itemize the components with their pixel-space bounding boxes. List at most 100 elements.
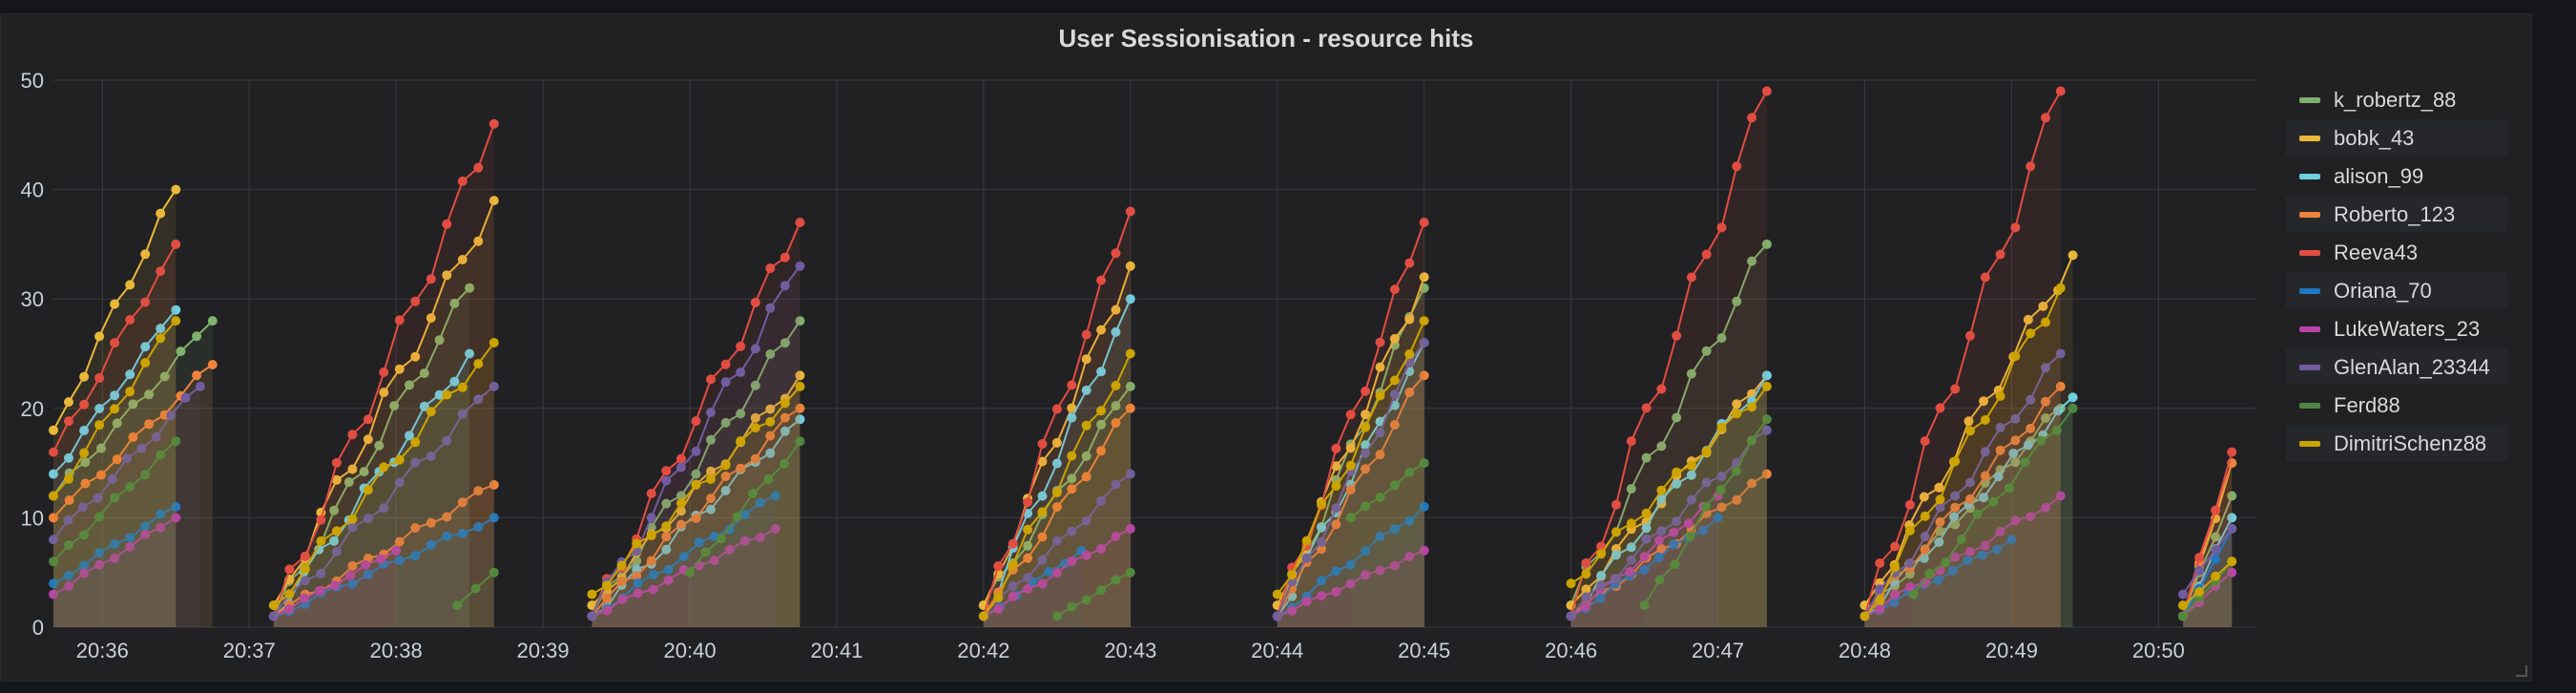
data-point [2227, 567, 2237, 578]
data-point [1023, 524, 1033, 535]
data-point [1067, 451, 1077, 461]
data-point [1419, 545, 1429, 556]
data-point [2038, 301, 2048, 311]
series-area [53, 309, 177, 627]
data-point [1641, 452, 1652, 463]
data-point [2004, 483, 2014, 494]
data-point [2020, 457, 2030, 468]
data-point [171, 184, 181, 195]
series-area [53, 386, 200, 627]
data-point [978, 611, 988, 621]
data-point [2067, 392, 2078, 403]
legend-item[interactable]: alison_99 [2286, 158, 2507, 194]
data-point [77, 502, 88, 513]
data-point [79, 371, 90, 382]
legend-item[interactable]: Ferd88 [2286, 387, 2507, 423]
data-point [2025, 161, 2036, 172]
series-area [1864, 397, 2073, 627]
data-point [376, 554, 386, 564]
data-point [300, 551, 310, 561]
data-point [633, 588, 643, 598]
data-point [587, 611, 597, 621]
legend-item[interactable]: Roberto_123 [2286, 196, 2507, 232]
data-point [347, 514, 358, 524]
data-point [2051, 425, 2062, 435]
data-point [284, 564, 295, 575]
data-point [457, 176, 467, 186]
data-point [1023, 497, 1033, 508]
data-point [1345, 460, 1356, 471]
data-point [1023, 573, 1033, 583]
series-area [1277, 550, 1424, 627]
data-point [1023, 553, 1033, 563]
data-point [1037, 491, 1048, 501]
data-point [1980, 471, 1990, 481]
data-point [1701, 446, 1712, 456]
data-point [2178, 600, 2188, 611]
data-point [1761, 239, 1772, 249]
data-point [1965, 494, 1975, 504]
legend-item[interactable]: GlenAlan_23344 [2286, 348, 2507, 385]
panel-title[interactable]: User Sessionisation - resource hits [1058, 24, 1474, 52]
data-point [1935, 516, 1945, 527]
data-point [663, 575, 674, 585]
series-area [1864, 287, 2061, 627]
data-point [140, 470, 151, 480]
series-line [1569, 91, 1768, 617]
data-point [49, 513, 58, 523]
data-point [691, 416, 701, 427]
data-point [1051, 437, 1062, 448]
data-point [125, 541, 135, 552]
legend-item[interactable]: bobk_43 [2286, 119, 2507, 156]
legend-item[interactable]: Oriana_70 [2286, 272, 2507, 308]
data-point [1345, 559, 1356, 570]
data-point [488, 567, 499, 578]
data-point [457, 497, 467, 508]
data-point [993, 604, 1004, 615]
data-point [1111, 532, 1121, 541]
data-point [156, 324, 166, 334]
legend-item[interactable]: LukeWaters_23 [2286, 310, 2507, 346]
data-point [1361, 501, 1371, 512]
series-area [1864, 91, 2061, 627]
data-point [1096, 495, 1107, 506]
data-point [1111, 304, 1121, 315]
data-point [1081, 515, 1091, 526]
data-point [1125, 523, 1135, 534]
data-point [678, 552, 689, 562]
data-point [1581, 584, 1591, 595]
data-point [2227, 556, 2237, 567]
series-line [2182, 560, 2233, 618]
data-point [171, 436, 181, 447]
data-point [1051, 488, 1062, 497]
legend-item[interactable]: k_robertz_88 [2286, 81, 2507, 117]
data-point [661, 466, 672, 476]
data-point [1716, 422, 1727, 432]
data-point [1672, 467, 1682, 477]
data-point [1096, 325, 1107, 335]
data-point [2041, 363, 2050, 373]
data-point [2055, 348, 2066, 359]
data-point [110, 404, 120, 414]
resize-handle-icon[interactable] [2516, 665, 2527, 677]
data-point [694, 537, 704, 548]
data-point [363, 514, 373, 524]
data-point [1889, 598, 1900, 607]
data-point [180, 392, 191, 403]
data-point [1345, 578, 1356, 589]
data-point [779, 338, 790, 348]
legend-item[interactable]: Reeva43 [2286, 234, 2507, 270]
data-point [1331, 503, 1341, 514]
data-point [720, 460, 731, 471]
data-point [1761, 381, 1772, 391]
data-point [470, 583, 481, 594]
data-point [1389, 333, 1400, 344]
data-point [49, 447, 58, 457]
legend-item[interactable]: DimitriSchenz88 [2286, 425, 2507, 461]
data-point [128, 432, 138, 442]
data-point [795, 370, 805, 381]
data-point [1404, 467, 1415, 477]
data-point [765, 448, 776, 458]
data-point [394, 364, 405, 374]
data-point [2010, 351, 2021, 362]
